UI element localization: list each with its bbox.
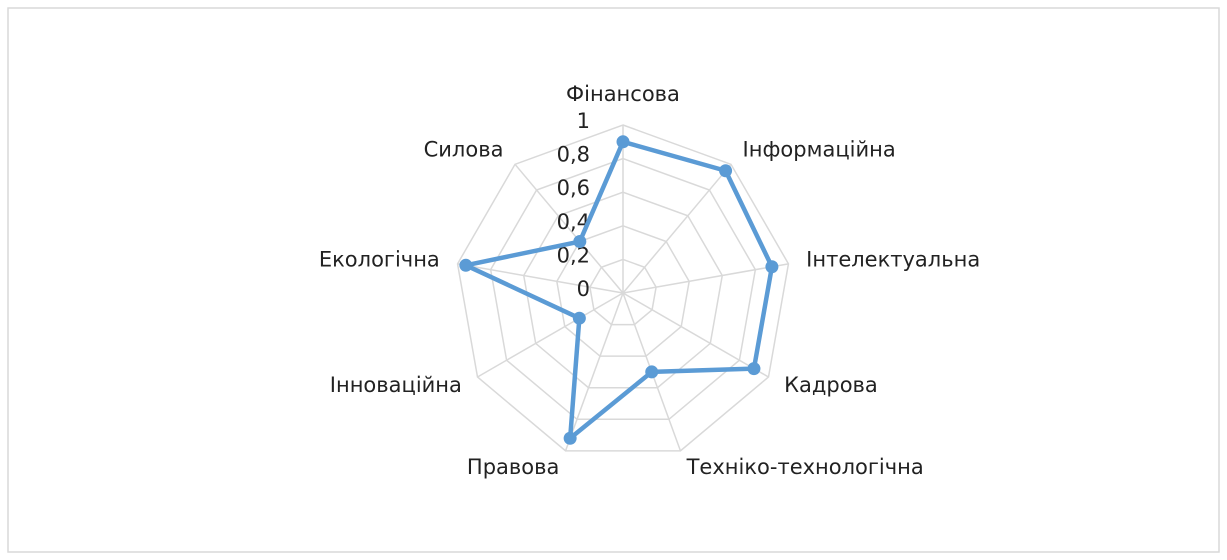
grid-ring — [522, 191, 724, 389]
tick-label: 0,6 — [557, 176, 590, 200]
category-label: Інтелектуальна — [806, 248, 980, 272]
category-label: Правова — [467, 455, 559, 479]
data-point — [563, 431, 577, 445]
data-point — [573, 235, 587, 249]
spoke — [622, 263, 789, 294]
spoke — [477, 292, 624, 378]
data-point — [747, 362, 761, 376]
spoke — [622, 292, 769, 378]
category-label: Екологічна — [319, 248, 440, 272]
tick-label: 0 — [577, 277, 590, 301]
category-label: Техніко-технологічна — [686, 455, 924, 479]
tick-label: 0,8 — [557, 143, 590, 167]
series-line — [463, 139, 775, 441]
grid-ring — [456, 124, 790, 452]
category-label: Інформаційна — [743, 138, 896, 162]
category-label: Інноваційна — [330, 373, 462, 397]
category-label: Фінансова — [566, 82, 680, 106]
grid-ring — [489, 157, 757, 421]
data-point — [765, 260, 779, 274]
spoke — [457, 263, 624, 294]
data-point — [719, 164, 733, 178]
grid-ring — [556, 225, 690, 357]
data-point — [645, 365, 659, 379]
data-point — [459, 258, 473, 272]
category-label: Силова — [424, 138, 504, 162]
data-point — [616, 135, 630, 149]
spoke — [564, 292, 624, 452]
grid-ring — [589, 258, 657, 326]
category-label: Кадрова — [784, 373, 878, 397]
spoke — [514, 163, 624, 294]
tick-label: 1 — [577, 109, 590, 133]
data-point — [572, 311, 586, 325]
chart-frame — [7, 7, 1220, 553]
spoke — [622, 163, 732, 294]
